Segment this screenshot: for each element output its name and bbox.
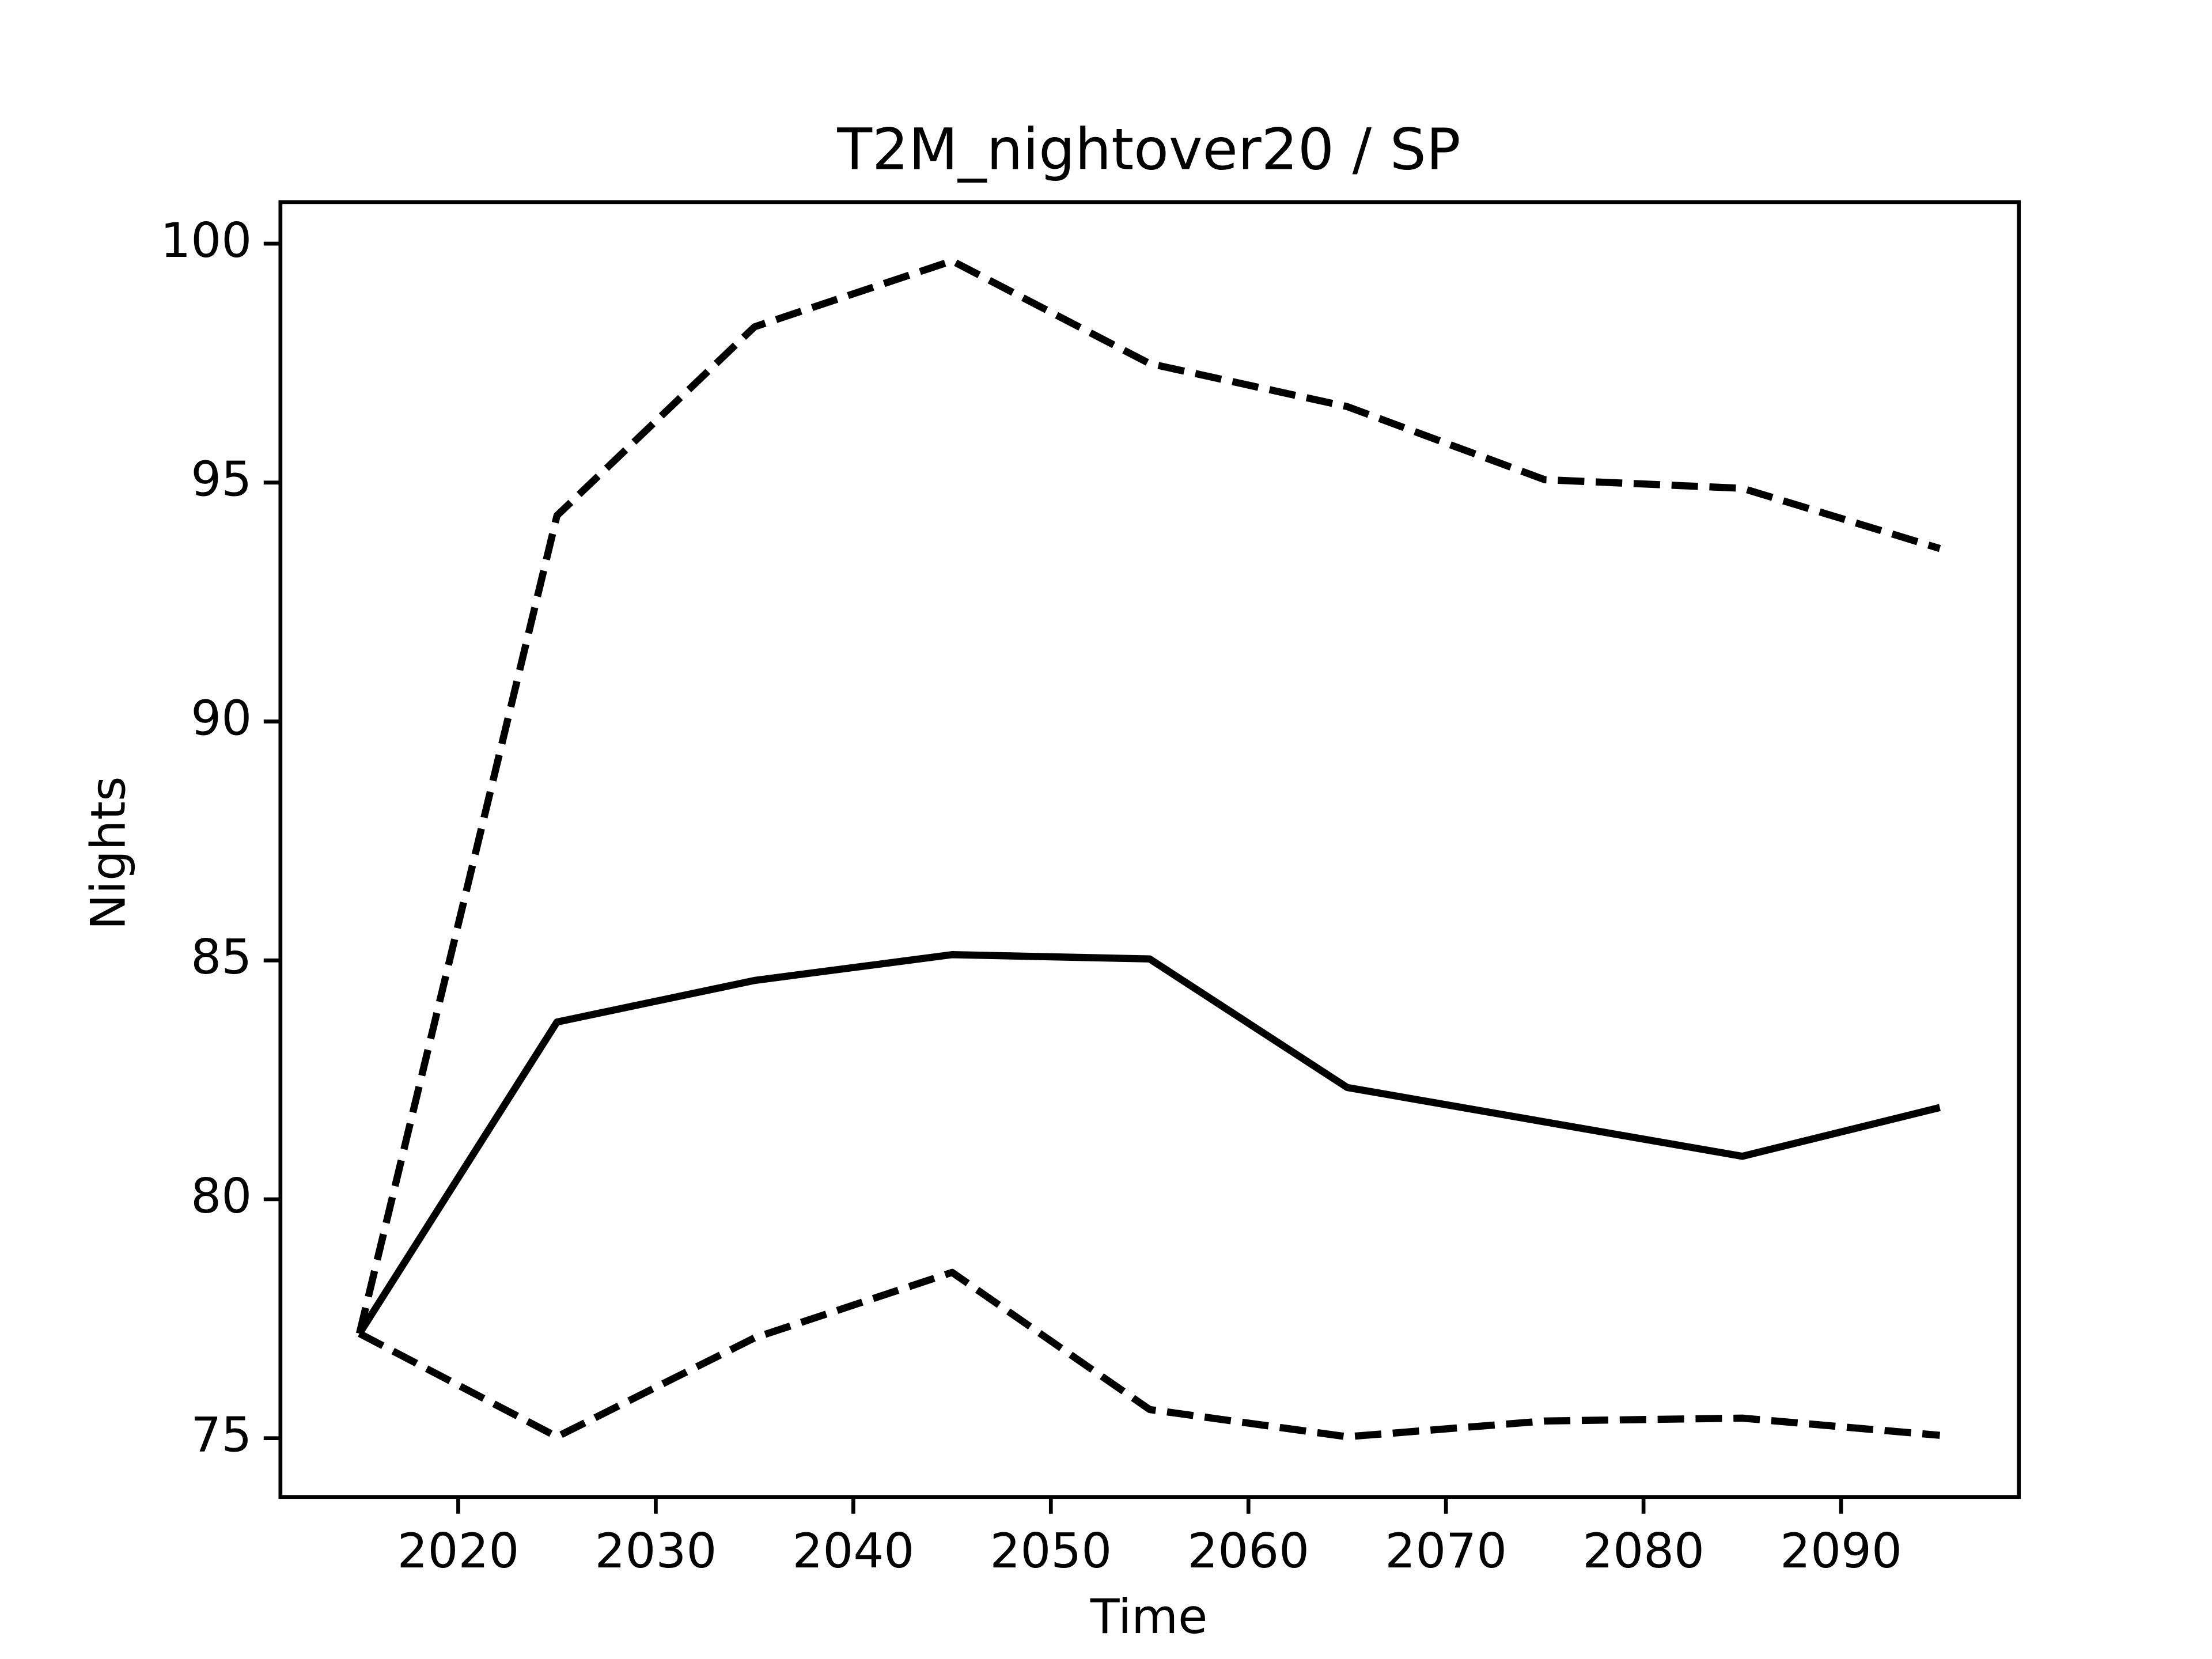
plot-frame xyxy=(278,200,2021,1499)
x-tick-label: 2070 xyxy=(1385,1523,1507,1579)
y-tick-label: 80 xyxy=(191,1168,252,1224)
y-tick-label: 95 xyxy=(191,452,252,507)
x-tick-label: 2030 xyxy=(595,1523,717,1579)
y-tick-label: 90 xyxy=(191,690,252,746)
series-line xyxy=(358,1268,1941,1441)
series-line xyxy=(355,257,1941,1335)
y-tick-label: 100 xyxy=(160,213,252,268)
x-axis-label: Time xyxy=(1090,1589,1208,1645)
x-tick-label: 2040 xyxy=(792,1523,914,1579)
x-tick-label: 2060 xyxy=(1187,1523,1309,1579)
x-tick-label: 2050 xyxy=(990,1523,1112,1579)
y-tick-label: 85 xyxy=(191,929,252,985)
x-tick-label: 2080 xyxy=(1582,1523,1705,1579)
y-axis-label: Nights xyxy=(81,777,137,930)
y-tick-label: 75 xyxy=(191,1407,252,1463)
x-tick-label: 2090 xyxy=(1780,1523,1902,1579)
chart-title: T2M_nightover20 / SP xyxy=(836,117,1460,183)
x-tick-label: 2020 xyxy=(397,1523,520,1579)
series-line xyxy=(356,951,1941,1336)
